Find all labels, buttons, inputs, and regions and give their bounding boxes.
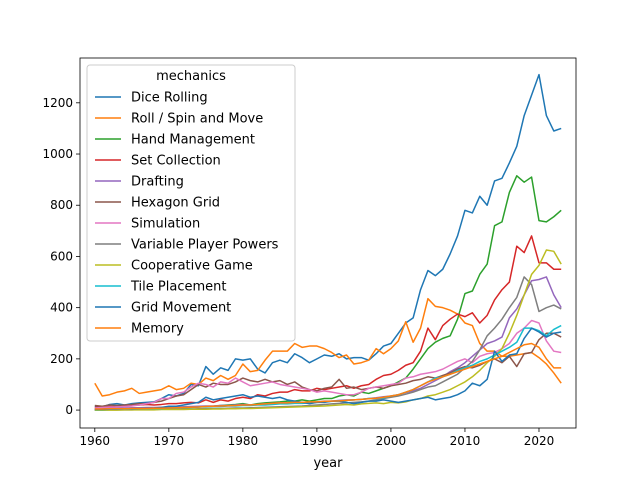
series-line-6 [94, 319, 562, 409]
legend-entries: Dice Rolling Roll / Spin and Move Hand Man… [95, 91, 279, 337]
legend-box [86, 64, 296, 342]
series-line-3 [94, 235, 562, 409]
x-tick-label: 1990 [302, 434, 333, 448]
y-tick-label: 800 [50, 198, 73, 212]
x-tick-label: 2010 [450, 434, 481, 448]
y-tick-label: 600 [50, 249, 73, 263]
legend-label-8: Cooperative Game [131, 259, 253, 274]
legend-label-0: Dice Rolling [131, 91, 208, 106]
x-axis-label: year [313, 456, 343, 471]
legend-label-1: Roll / Spin and Move [131, 112, 263, 127]
y-tick-label: 1000 [42, 147, 73, 161]
legend-label-11: Memory [131, 322, 184, 337]
x-tick-label: 1970 [154, 434, 185, 448]
series-line-11 [94, 342, 562, 410]
x-tick-label: 1960 [80, 434, 111, 448]
plot-frame [79, 57, 577, 429]
x-tick-label: 1980 [228, 434, 259, 448]
x-tick-label: 2020 [524, 434, 555, 448]
series-line-5 [94, 332, 562, 407]
x-axis: 1960 1970 1980 1990 2000 2010 2020 [80, 428, 555, 448]
x-tick-label: 2000 [376, 434, 407, 448]
y-tick-label: 1200 [42, 96, 73, 110]
y-axis: 0 200 400 600 800 1000 1200 [42, 96, 80, 417]
legend-label-4: Drafting [131, 175, 184, 190]
legend-title: mechanics [156, 69, 226, 84]
legend-label-10: Grid Movement [131, 301, 231, 316]
legend: mechanics Dice Rolling Roll / Spin and Mo… [86, 64, 296, 342]
y-tick-label: 200 [50, 352, 73, 366]
y-tick-label: 0 [65, 403, 73, 417]
series-line-8 [94, 249, 562, 411]
legend-label-7: Variable Player Powers [131, 238, 279, 253]
legend-label-5: Hexagon Grid [131, 196, 220, 211]
legend-label-9: Tile Placement [130, 280, 226, 295]
legend-label-2: Hand Management [131, 133, 255, 148]
legend-label-6: Simulation [131, 217, 200, 232]
series-lines [94, 73, 562, 411]
legend-label-3: Set Collection [131, 154, 221, 169]
y-tick-label: 400 [50, 301, 73, 315]
